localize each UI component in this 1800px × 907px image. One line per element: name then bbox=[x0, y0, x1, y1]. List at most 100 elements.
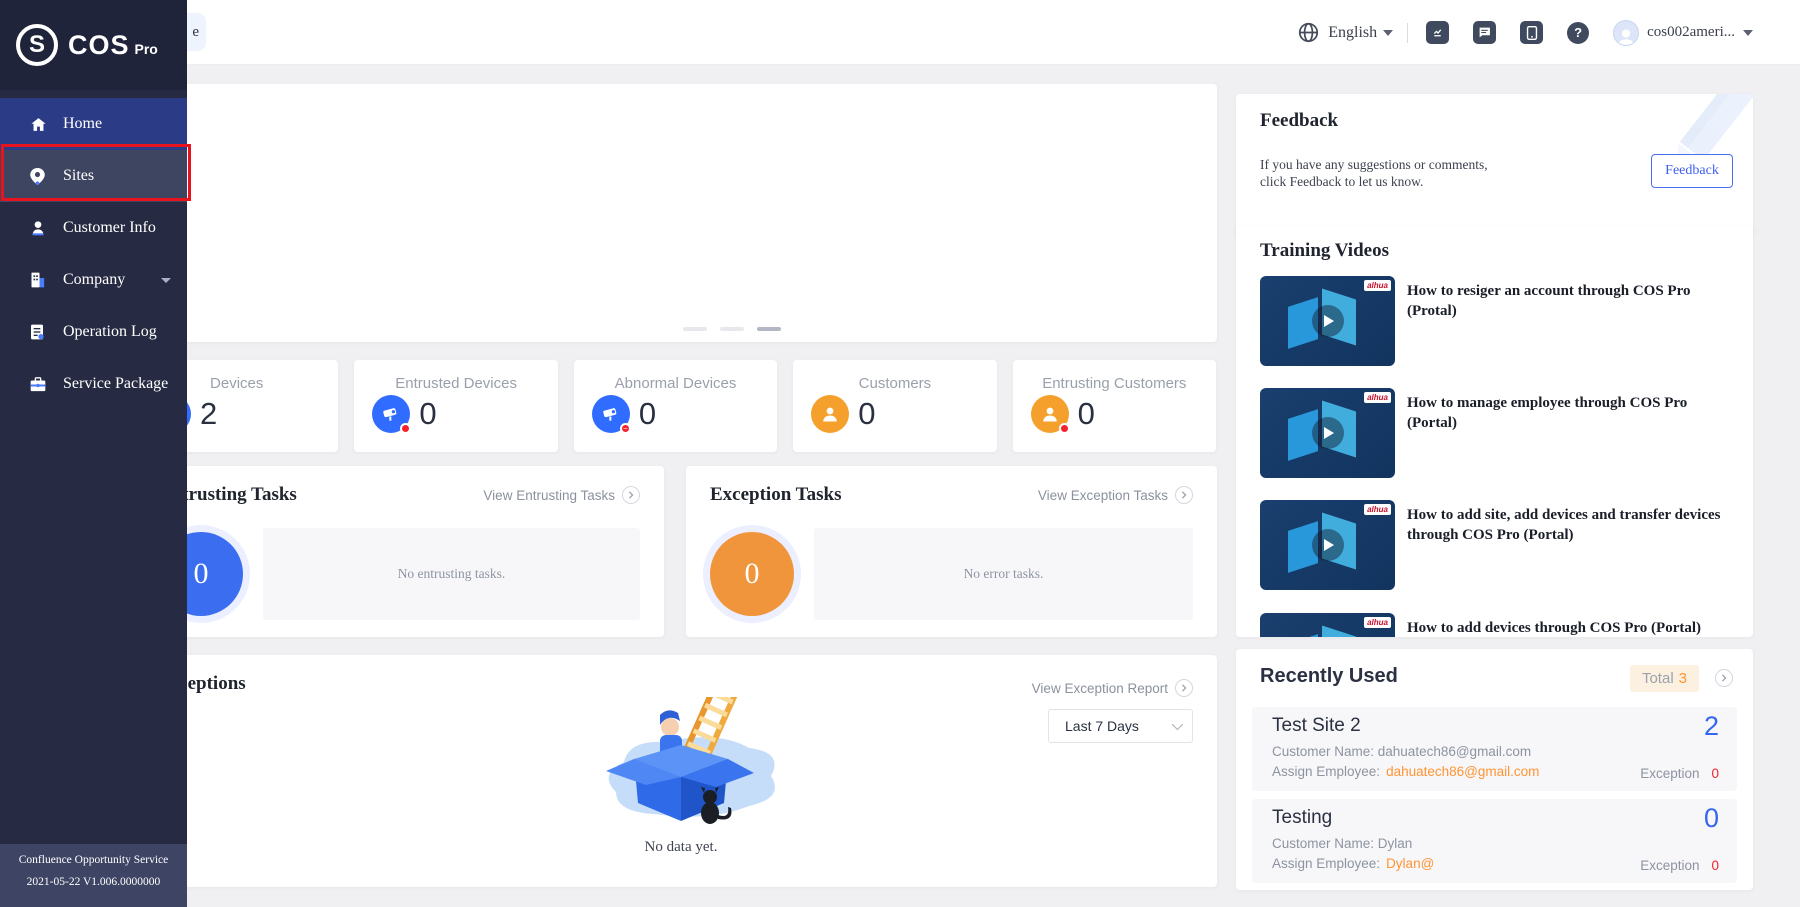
language-selector[interactable]: English bbox=[1328, 23, 1378, 41]
sidebar-item-customer-info[interactable]: Customer Info bbox=[0, 202, 187, 254]
play-icon[interactable] bbox=[1311, 417, 1344, 449]
exception-count: Exception 0 bbox=[1640, 858, 1719, 873]
sidebar-item-home[interactable]: Home bbox=[0, 98, 187, 150]
site-name[interactable]: Testing bbox=[1272, 807, 1333, 828]
exception-label: Exception bbox=[1640, 766, 1700, 781]
camera-icon bbox=[372, 395, 412, 434]
chevron-right-icon bbox=[1175, 486, 1193, 504]
account-caret-icon[interactable] bbox=[1743, 29, 1753, 36]
sidebar-item-service-package[interactable]: Service Package bbox=[0, 358, 187, 410]
feedback-button[interactable]: Feedback bbox=[1651, 154, 1733, 188]
stat-cards-row: Devices 2 Entrusted Devices 0 Abnormal D… bbox=[135, 360, 1217, 452]
exception-tasks-panel: Exception Tasks View Exception Tasks 0 N… bbox=[686, 466, 1217, 637]
entrusting-tasks-panel: Entrusting Tasks View Entrusting Tasks 0… bbox=[135, 466, 664, 637]
version-text: 2021-05-22 V1.006.0000000 bbox=[26, 876, 161, 888]
sidebar-item-label: Customer Info bbox=[63, 219, 156, 236]
video-title[interactable]: How to manage employee through COS Pro (… bbox=[1407, 395, 1688, 432]
site-name[interactable]: Test Site 2 bbox=[1272, 715, 1361, 736]
feedback-panel: Feedback If you have any suggestions or … bbox=[1236, 94, 1753, 235]
customer-icon bbox=[30, 220, 48, 236]
assign-value[interactable]: dahuatech86@gmail.com bbox=[1386, 764, 1540, 779]
stat-card-customers[interactable]: Customers 0 bbox=[793, 360, 997, 452]
stat-value: 0 bbox=[419, 396, 437, 431]
sidebar-item-sites[interactable]: Sites bbox=[0, 150, 187, 202]
help-icon[interactable]: ? bbox=[1567, 21, 1590, 44]
video-thumbnail[interactable]: alhua bbox=[1260, 613, 1395, 637]
date-range-value: Last 7 Days bbox=[1065, 718, 1139, 734]
device-count: 0 bbox=[1703, 803, 1719, 833]
stat-label: Devices bbox=[210, 375, 264, 392]
play-icon[interactable] bbox=[1311, 529, 1344, 561]
video-item[interactable]: alhua How to add site, add devices and t… bbox=[1260, 500, 1729, 590]
video-thumbnail[interactable]: alhua bbox=[1260, 500, 1395, 590]
view-exception-tasks-link[interactable]: View Exception Tasks bbox=[1038, 486, 1193, 504]
stat-card-entrusting-customers[interactable]: Entrusting Customers 0 bbox=[1012, 360, 1217, 452]
panel-title: Entrusting Tasks bbox=[159, 484, 297, 505]
stat-label: Customers bbox=[858, 375, 932, 392]
panel-title: Exception Tasks bbox=[710, 484, 842, 505]
stat-card-abnormal-devices[interactable]: Abnormal Devices − 0 bbox=[573, 360, 778, 452]
recent-site-row[interactable]: Test Site 2 Customer Name: dahuatech86@g… bbox=[1252, 707, 1737, 791]
assign-employee: Assign Employee: dahuatech86@gmail.com bbox=[1272, 764, 1539, 779]
mobile-app-icon[interactable] bbox=[1520, 21, 1544, 44]
video-item[interactable]: alhua How to manage employee through COS… bbox=[1260, 388, 1729, 478]
entrusting-empty-state: No entrusting tasks. bbox=[263, 528, 640, 620]
message-icon[interactable] bbox=[1473, 21, 1497, 44]
exception-value: 0 bbox=[1711, 766, 1719, 781]
account-name[interactable]: cos002ameri... bbox=[1647, 24, 1735, 40]
location-pin-icon bbox=[30, 167, 48, 185]
video-item[interactable]: alhua How to resiger an account through … bbox=[1260, 276, 1729, 366]
assign-value[interactable]: Dylan@ bbox=[1386, 856, 1435, 871]
video-title[interactable]: How to add site, add devices and transfe… bbox=[1407, 507, 1721, 544]
person-icon bbox=[811, 395, 850, 433]
recent-site-row[interactable]: Testing Customer Name: Dylan Assign Empl… bbox=[1252, 799, 1737, 883]
video-thumbnail[interactable]: alhua bbox=[1260, 388, 1395, 478]
video-title[interactable]: How to resiger an account through COS Pr… bbox=[1407, 283, 1691, 320]
briefcase-icon bbox=[30, 376, 48, 392]
service-name: Confluence Opportunity Service bbox=[18, 854, 169, 866]
sidebar: S COS Pro Home Sites Customer Info bbox=[0, 0, 187, 907]
view-exception-report-link[interactable]: View Exception Report bbox=[1032, 679, 1193, 697]
play-icon[interactable] bbox=[1311, 305, 1344, 337]
log-icon bbox=[30, 324, 48, 340]
view-link-label: View Exception Report bbox=[1031, 680, 1168, 696]
stat-card-entrusted-devices[interactable]: Entrusted Devices 0 bbox=[354, 360, 558, 452]
banner-carousel bbox=[135, 84, 1217, 342]
total-label: Total bbox=[1641, 670, 1674, 687]
assign-label: Assign Employee: bbox=[1272, 856, 1381, 871]
sidebar-item-operation-log[interactable]: Operation Log bbox=[0, 306, 187, 358]
language-caret-icon[interactable] bbox=[1383, 29, 1394, 36]
video-title[interactable]: How to add devices through COS Pro (Port… bbox=[1407, 620, 1702, 636]
carousel-dot-active[interactable] bbox=[757, 327, 781, 331]
stat-label: Abnormal Devices bbox=[614, 375, 737, 392]
sidebar-item-label: Company bbox=[63, 271, 126, 288]
view-entrusting-tasks-link[interactable]: View Entrusting Tasks bbox=[483, 486, 640, 504]
dahua-logo: alhua bbox=[1364, 504, 1391, 515]
feedback-text-line2: click Feedback to let us know. bbox=[1260, 174, 1424, 189]
chevron-right-icon bbox=[1175, 679, 1193, 697]
exception-count: Exception 0 bbox=[1640, 766, 1719, 781]
globe-icon[interactable] bbox=[1298, 22, 1319, 43]
avatar[interactable] bbox=[1613, 19, 1640, 46]
header-divider bbox=[1407, 22, 1409, 43]
date-range-select[interactable]: Last 7 Days bbox=[1048, 709, 1193, 743]
chevron-down-icon[interactable] bbox=[161, 277, 171, 283]
video-thumbnail[interactable]: alhua bbox=[1260, 276, 1395, 366]
view-link-label: View Entrusting Tasks bbox=[483, 487, 615, 503]
stat-value: 2 bbox=[200, 396, 218, 431]
feedback-text-line1: If you have any suggestions or comments, bbox=[1260, 157, 1488, 172]
stat-label: Entrusted Devices bbox=[395, 375, 517, 392]
dahua-logo: alhua bbox=[1364, 392, 1391, 403]
sidebar-footer: Confluence Opportunity Service 2021-05-2… bbox=[0, 844, 187, 907]
chevron-right-icon[interactable] bbox=[1715, 669, 1733, 687]
sidebar-item-label: Operation Log bbox=[63, 323, 157, 340]
exception-value: 0 bbox=[1711, 858, 1719, 873]
stat-value: 0 bbox=[858, 396, 876, 431]
report-icon[interactable] bbox=[1426, 21, 1450, 44]
sidebar-item-company[interactable]: Company bbox=[0, 254, 187, 306]
carousel-dot[interactable] bbox=[683, 327, 707, 331]
carousel-dot[interactable] bbox=[720, 327, 744, 331]
exception-count-circle: 0 bbox=[710, 532, 794, 616]
red-badge-icon bbox=[400, 423, 412, 434]
video-item[interactable]: alhua How to add devices through COS Pro… bbox=[1260, 613, 1729, 637]
